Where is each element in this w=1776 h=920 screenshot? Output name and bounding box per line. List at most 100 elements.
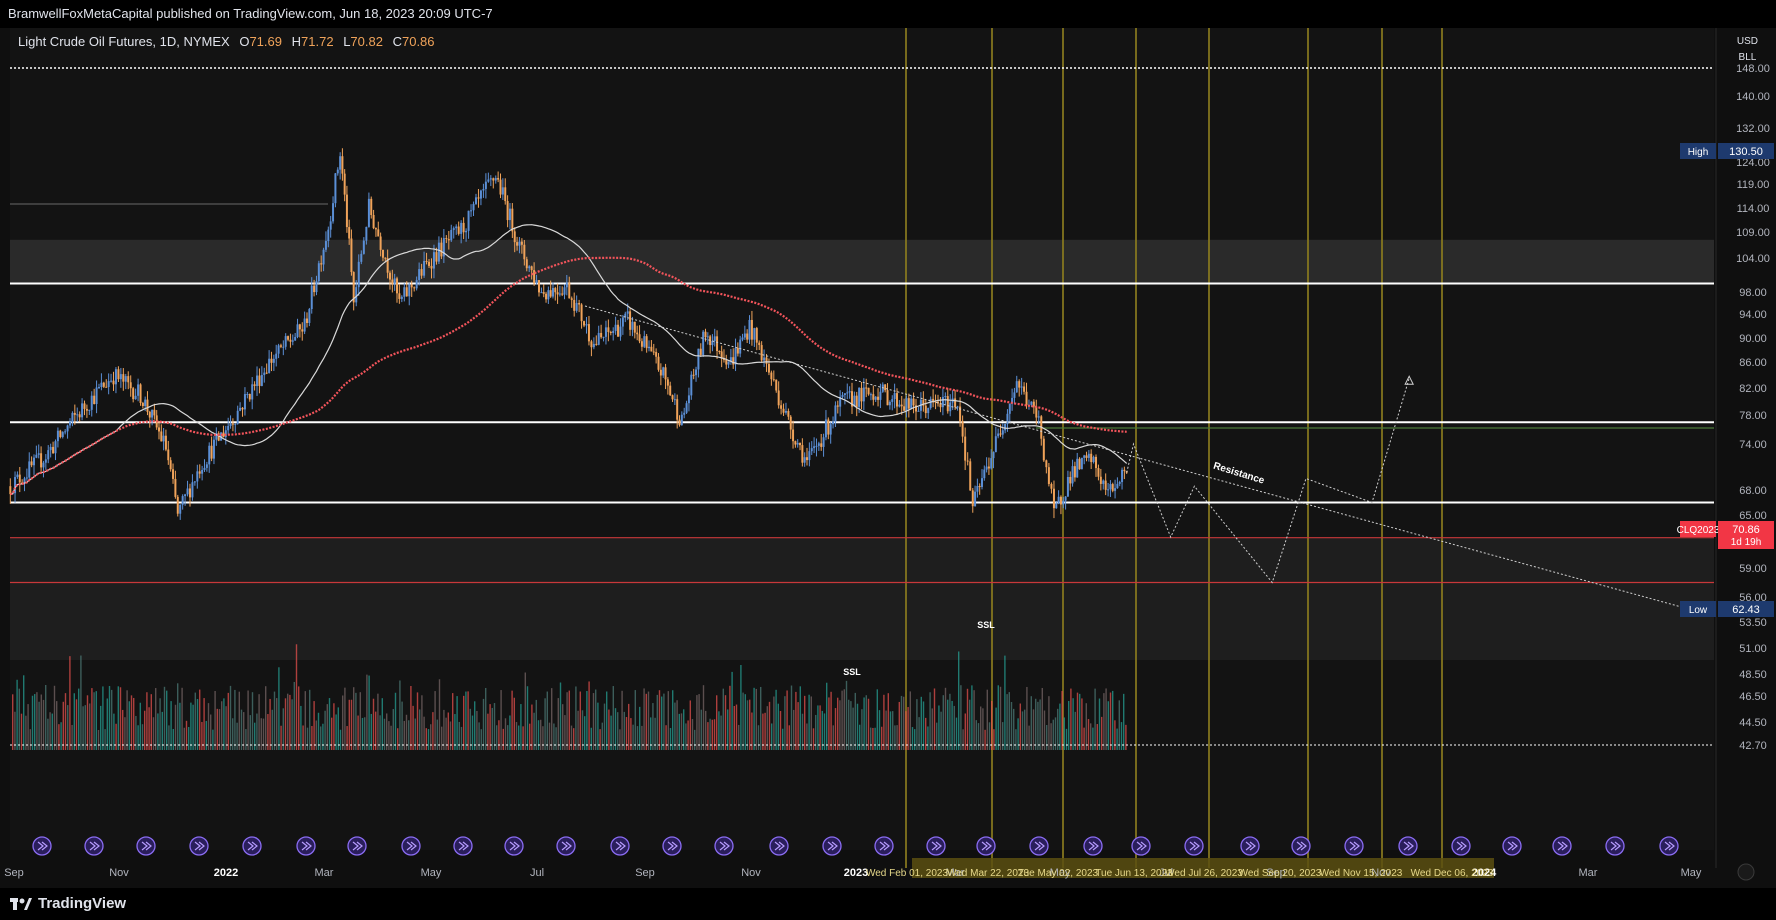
replay-marker-icon[interactable] xyxy=(347,836,367,856)
price-tag-value: 62.43 xyxy=(1732,604,1760,616)
candle-body xyxy=(317,263,320,282)
volume-bar xyxy=(764,712,766,750)
replay-marker-icon[interactable] xyxy=(1291,836,1311,856)
volume-bar xyxy=(236,722,238,750)
replay-marker-icon[interactable] xyxy=(504,836,524,856)
volume-bar xyxy=(18,688,20,750)
candle-body xyxy=(944,396,947,398)
volume-bar xyxy=(364,717,366,750)
volume-bar xyxy=(203,698,205,750)
replay-marker-icon[interactable] xyxy=(822,836,842,856)
volume-bar xyxy=(148,707,150,750)
candle-body xyxy=(37,453,40,455)
volume-bar xyxy=(1004,655,1006,750)
y-tick-label: 119.00 xyxy=(1737,179,1770,191)
replay-marker-icon[interactable] xyxy=(610,836,630,856)
volume-bar xyxy=(432,712,434,750)
candle-body xyxy=(643,336,646,347)
candle-body xyxy=(345,194,348,228)
volume-bar xyxy=(944,687,947,750)
candle-body xyxy=(504,187,507,202)
price-tag: Low 62.43 xyxy=(1680,601,1774,617)
volume-bar xyxy=(975,720,977,750)
volume-bar xyxy=(705,710,707,750)
candle-body xyxy=(275,353,278,359)
volume-bar xyxy=(366,674,368,750)
candle-body xyxy=(1057,496,1060,504)
replay-marker-icon[interactable] xyxy=(714,836,734,856)
replay-marker-icon[interactable] xyxy=(296,836,316,856)
volume-bar xyxy=(1074,711,1076,750)
replay-marker-icon[interactable] xyxy=(136,836,156,856)
replay-marker-icon[interactable] xyxy=(189,836,209,856)
volume-bar xyxy=(775,689,777,750)
replay-marker-icon[interactable] xyxy=(1659,836,1679,856)
replay-marker-icon[interactable] xyxy=(662,836,682,856)
volume-bar xyxy=(25,715,27,750)
volume-bar xyxy=(447,712,449,750)
candle-body xyxy=(1104,480,1107,490)
volume-bar xyxy=(916,699,918,750)
tradingview-logo[interactable]: TradingView xyxy=(10,895,126,912)
candle-body xyxy=(487,179,490,182)
replay-marker-icon[interactable] xyxy=(976,836,996,856)
volume-bar xyxy=(982,708,984,750)
candle-body xyxy=(877,396,880,400)
volume-bar xyxy=(1092,727,1094,750)
candle-body xyxy=(52,446,55,454)
candle-body xyxy=(862,387,865,402)
replay-marker-icon[interactable] xyxy=(401,836,421,856)
volume-bar xyxy=(548,722,551,750)
volume-bar xyxy=(806,723,808,750)
volume-bar xyxy=(533,712,535,750)
replay-marker-icon[interactable] xyxy=(1605,836,1625,856)
replay-marker-icon[interactable] xyxy=(556,836,576,856)
candle-body xyxy=(251,384,254,400)
candle-body xyxy=(381,249,384,258)
volume-bar xyxy=(225,706,227,750)
replay-marker-icon[interactable] xyxy=(1240,836,1260,856)
volume-bar xyxy=(372,698,375,750)
replay-marker-icon[interactable] xyxy=(769,836,789,856)
candle-body xyxy=(484,181,487,189)
replay-marker-icon[interactable] xyxy=(84,836,104,856)
candle-body xyxy=(590,341,593,348)
volume-bar xyxy=(251,692,254,750)
replay-marker-icon[interactable] xyxy=(1398,836,1418,856)
candle-body xyxy=(54,441,57,454)
replay-marker-icon[interactable] xyxy=(874,836,894,856)
volume-bar xyxy=(674,702,676,750)
candle-body xyxy=(374,228,377,230)
replay-marker-icon[interactable] xyxy=(1029,836,1049,856)
replay-marker-icon[interactable] xyxy=(926,836,946,856)
volume-bar xyxy=(823,713,826,750)
axis-currency-label[interactable]: USD BLL xyxy=(1737,34,1758,66)
y-tick-label: 48.50 xyxy=(1739,669,1767,681)
volume-bar xyxy=(696,695,698,750)
candle-body xyxy=(516,242,519,246)
x-tick-label: 2023 xyxy=(844,867,868,879)
replay-marker-icon[interactable] xyxy=(242,836,262,856)
replay-marker-icon[interactable] xyxy=(1184,836,1204,856)
candle-body xyxy=(472,203,475,211)
candle-body xyxy=(743,333,746,338)
replay-marker-icon[interactable] xyxy=(1131,836,1151,856)
replay-marker-icon[interactable] xyxy=(1344,836,1364,856)
replay-marker-icon[interactable] xyxy=(1083,836,1103,856)
volume-bar xyxy=(289,694,291,750)
replay-marker-icon[interactable] xyxy=(1502,836,1522,856)
candle-body xyxy=(241,407,244,410)
replay-marker-icon[interactable] xyxy=(1451,836,1471,856)
replay-marker-icon[interactable] xyxy=(32,836,52,856)
volume-bar xyxy=(298,686,300,750)
candle-body xyxy=(322,249,325,265)
x-tick-label: May xyxy=(421,867,442,879)
chart-area[interactable]: Resistance SSL SSL 148.00 140.00 132.00 124.0… xyxy=(0,28,1776,888)
volume-bar xyxy=(1094,688,1096,750)
volume-bar xyxy=(892,711,894,750)
volume-bar xyxy=(161,711,163,750)
volume-bar xyxy=(911,727,914,750)
replay-marker-icon[interactable] xyxy=(1552,836,1572,856)
replay-marker-icon[interactable] xyxy=(453,836,473,856)
